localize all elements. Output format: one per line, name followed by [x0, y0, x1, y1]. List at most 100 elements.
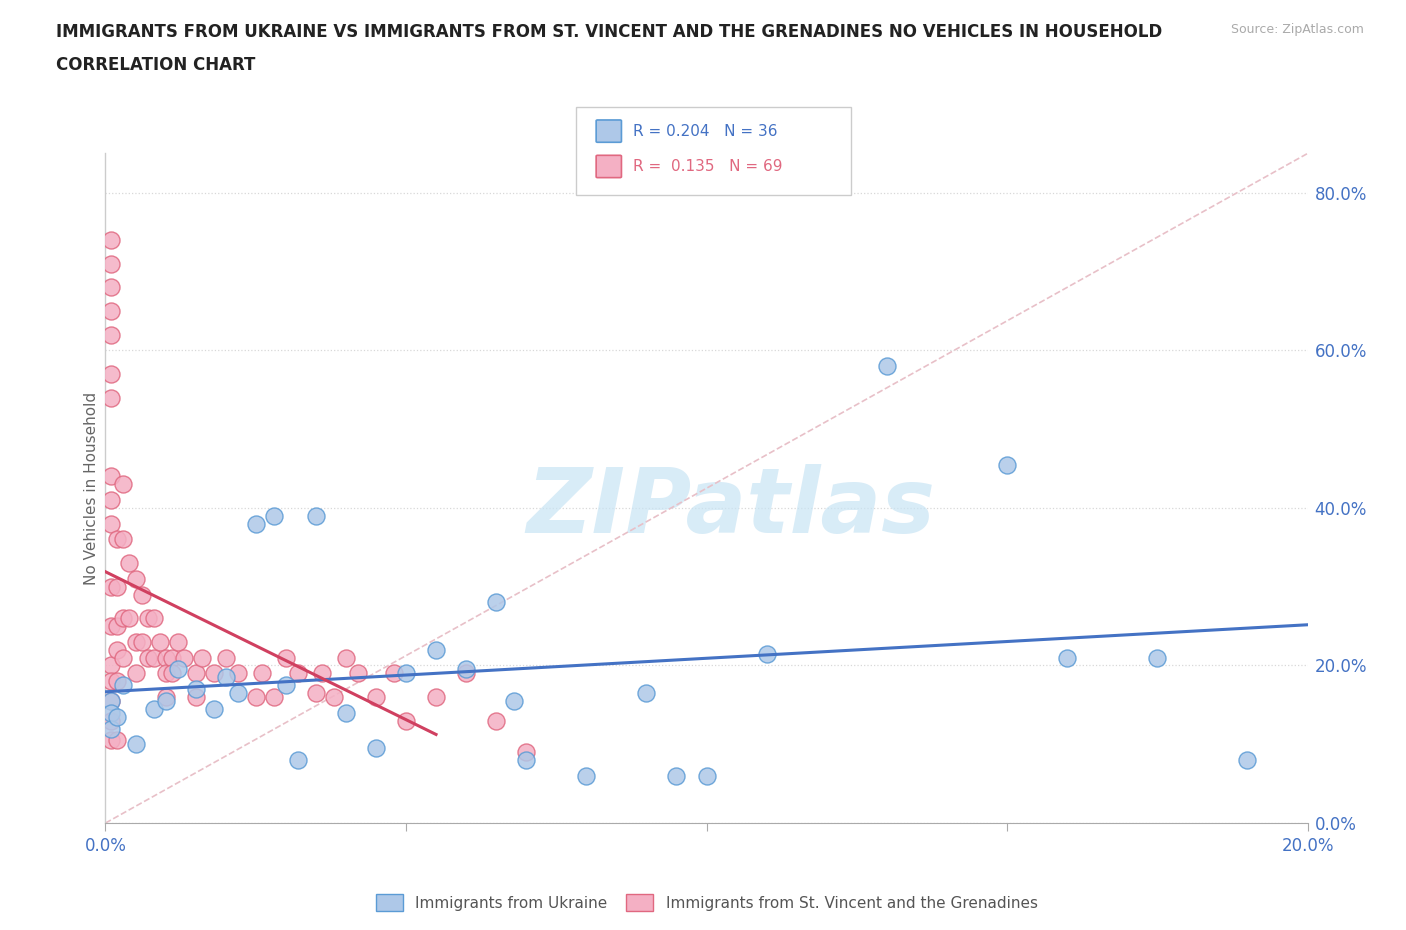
Point [305, 685, 328, 700]
Point [485, 595, 508, 610]
Point [155, 666, 177, 681]
Point [311, 666, 333, 681]
Point [202, 701, 225, 716]
Point [575, 768, 598, 783]
Point [100, 705, 122, 720]
Point [184, 666, 207, 681]
Point [515, 752, 537, 767]
Point [131, 634, 153, 649]
Point [155, 650, 177, 665]
Point [100, 257, 122, 272]
Point [100, 658, 122, 673]
Point [100, 280, 122, 295]
Point [454, 666, 477, 681]
Point [485, 713, 508, 728]
Point [100, 391, 122, 405]
Point [214, 650, 236, 665]
Point [263, 509, 285, 524]
Point [155, 689, 177, 704]
Point [454, 662, 477, 677]
Point [100, 469, 122, 484]
Point [136, 611, 159, 626]
Point [100, 327, 122, 342]
Point [100, 579, 122, 594]
Point [124, 634, 146, 649]
Text: R = 0.204   N = 36: R = 0.204 N = 36 [633, 124, 778, 139]
Point [100, 303, 122, 318]
Point [100, 493, 122, 508]
Point [287, 666, 309, 681]
Point [142, 611, 165, 626]
Point [142, 650, 165, 665]
Point [160, 650, 183, 665]
Point [1146, 650, 1168, 665]
Text: Source: ZipAtlas.com: Source: ZipAtlas.com [1230, 23, 1364, 36]
Point [305, 509, 328, 524]
Point [263, 689, 285, 704]
Point [322, 689, 344, 704]
Point [131, 587, 153, 602]
Point [226, 666, 249, 681]
Point [287, 752, 309, 767]
Point [107, 733, 129, 748]
Point [876, 359, 898, 374]
Point [124, 737, 146, 751]
Text: ZIPatlas: ZIPatlas [526, 464, 935, 552]
Point [250, 666, 273, 681]
Point [124, 571, 146, 586]
Text: CORRELATION CHART: CORRELATION CHART [56, 56, 256, 73]
Point [515, 745, 537, 760]
Point [995, 458, 1018, 472]
Point [395, 713, 418, 728]
Point [166, 662, 188, 677]
Point [173, 650, 195, 665]
Point [274, 650, 297, 665]
Point [100, 232, 122, 247]
Point [112, 678, 135, 693]
Point [1236, 752, 1258, 767]
Legend: Immigrants from Ukraine, Immigrants from St. Vincent and the Grenadines: Immigrants from Ukraine, Immigrants from… [370, 887, 1043, 918]
Y-axis label: No Vehicles in Household: No Vehicles in Household [83, 392, 98, 585]
Point [100, 516, 122, 531]
Point [100, 713, 122, 728]
Point [202, 666, 225, 681]
Point [112, 611, 135, 626]
Text: IMMIGRANTS FROM UKRAINE VS IMMIGRANTS FROM ST. VINCENT AND THE GRENADINES NO VEH: IMMIGRANTS FROM UKRAINE VS IMMIGRANTS FR… [56, 23, 1163, 41]
Point [160, 666, 183, 681]
Point [274, 678, 297, 693]
Point [364, 741, 387, 756]
Point [118, 611, 141, 626]
Point [100, 618, 122, 633]
Point [184, 689, 207, 704]
Point [425, 689, 447, 704]
Point [245, 516, 267, 531]
Point [245, 689, 267, 704]
Point [100, 694, 122, 709]
Point [696, 768, 718, 783]
Point [100, 721, 122, 736]
Point [190, 650, 212, 665]
Point [155, 694, 177, 709]
Point [382, 666, 405, 681]
Point [112, 532, 135, 547]
Point [107, 532, 129, 547]
Point [100, 733, 122, 748]
Point [118, 555, 141, 570]
Text: R =  0.135   N = 69: R = 0.135 N = 69 [633, 159, 782, 174]
Point [107, 643, 129, 658]
Point [124, 666, 146, 681]
Point [142, 701, 165, 716]
Point [214, 670, 236, 684]
Point [100, 366, 122, 381]
Point [107, 710, 129, 724]
Point [100, 694, 122, 709]
Point [1056, 650, 1078, 665]
Point [112, 477, 135, 492]
Point [665, 768, 688, 783]
Point [136, 650, 159, 665]
Point [112, 650, 135, 665]
Point [107, 618, 129, 633]
Point [166, 634, 188, 649]
Point [148, 634, 170, 649]
Point [335, 650, 357, 665]
